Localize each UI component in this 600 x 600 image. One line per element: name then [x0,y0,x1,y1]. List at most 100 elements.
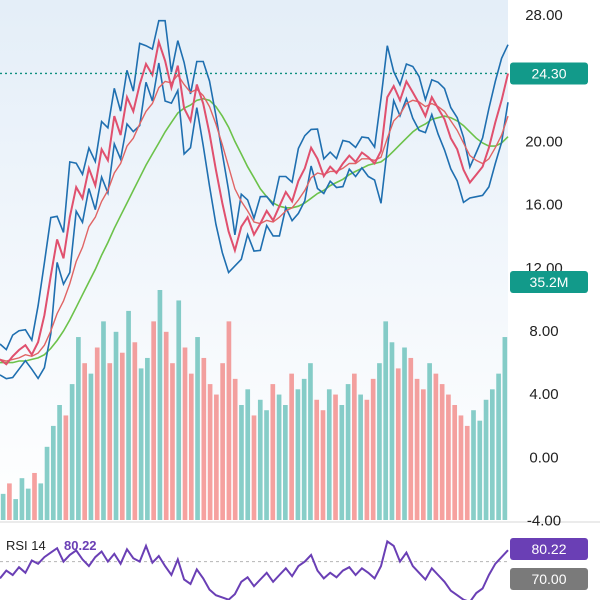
lower-band-line [0,62,509,380]
slow-moving-average-line [0,97,509,364]
price-tick-label: 16.00 [525,197,563,214]
price-tick-label: -4.00 [527,513,561,530]
volume-bar [339,405,345,520]
volume-bar [395,368,401,520]
volume-bar [176,300,182,520]
volume-bar [101,321,106,520]
volume-bar [44,446,50,520]
volume-bar [188,373,194,520]
volume-bar [82,363,88,520]
volume-bar [427,363,432,520]
price-series [0,19,509,380]
volume-bar [464,425,470,520]
volume-bar [251,415,257,520]
volume-bar [389,342,395,520]
volume-bar [377,363,382,520]
volume-bar [138,368,144,520]
volume-bar [245,389,251,520]
volume-bar [220,363,225,520]
volume-bar [333,394,338,520]
volume-bar [182,347,188,520]
volume-bar [157,290,163,520]
volume-bar [458,415,464,520]
volume-bar [408,357,414,520]
volume-bar [358,394,363,520]
price-tick-label: 8.00 [529,323,558,340]
current-price-badge: 24.30 [510,62,588,85]
rsi-badge-label: 80.22 [531,541,566,557]
volume-bar [126,310,131,520]
volume-bar [301,378,307,520]
volume-bar [239,405,244,520]
fast-moving-average-line [0,73,509,362]
rsi-current-value: 80.22 [64,538,97,553]
volume-bar [383,321,389,520]
volume-bar [326,389,332,520]
volume-bar [107,363,113,520]
volume-bar [283,405,288,520]
volume-bar [38,483,44,520]
price-axis: 28.0024.0020.0016.0012.008.004.000.00-4.… [525,7,563,530]
volume-bars [0,290,508,520]
volume-bar [69,384,75,520]
rsi-pane: RSI 14 80.22 80.22 70.00 [0,538,588,600]
volume-bar [170,363,175,520]
volume-bar [471,410,476,520]
volume-bar [264,410,269,520]
volume-bar [452,405,458,520]
rsi-value-badge [510,538,588,560]
volume-bar [25,488,31,520]
volume-bar [119,352,125,520]
volume-bar [207,384,213,520]
volume-bar [63,415,69,520]
close-price-line [0,37,509,366]
volume-bar [50,425,56,520]
rsi-label: RSI 14 [6,538,46,553]
volume-bar [13,499,19,520]
price-tick-label: 20.00 [525,133,563,150]
price-tick-label: 4.00 [529,386,558,403]
volume-bar [308,363,313,520]
volume-bar [477,420,483,520]
price-tick-label: 0.00 [529,449,558,466]
volume-bar [320,410,326,520]
volume-bar [195,337,200,520]
volume-bar [489,389,495,520]
volume-bar [295,389,301,520]
volume-bar [352,373,357,520]
volume-bar [88,373,94,520]
rsi-level-badge [510,568,588,590]
volume-bar [370,378,376,520]
volume-bar [201,357,207,520]
volume-bar [420,389,426,520]
volume-bar [0,493,6,520]
upper-band-line [0,19,509,351]
volume-bar [433,373,439,520]
volume-bar [151,321,156,520]
volume-bar [163,331,169,520]
current-price-label: 24.30 [531,65,566,81]
volume-bar [402,347,407,520]
volume-bar [113,331,119,520]
volume-bar [496,373,501,520]
volume-bar [94,347,100,520]
rsi-level-label: 70.00 [531,571,566,587]
volume-bar [364,399,370,520]
volume-bar [226,321,232,520]
volume-bar [446,394,451,520]
volume-bar [145,357,150,520]
volume-bar [76,337,81,520]
volume-bar [270,384,276,520]
volume-bar [289,373,294,520]
volume-bar [232,378,238,520]
volume-bar [214,394,219,520]
volume-bar [502,337,508,520]
current-volume-label: 35.2M [530,274,569,290]
price-tick-label: 28.00 [525,7,563,24]
volume-bar [257,399,263,520]
volume-bar [7,483,12,520]
volume-bar [439,384,445,520]
rsi-line [0,539,509,600]
volume-bar [57,405,62,520]
